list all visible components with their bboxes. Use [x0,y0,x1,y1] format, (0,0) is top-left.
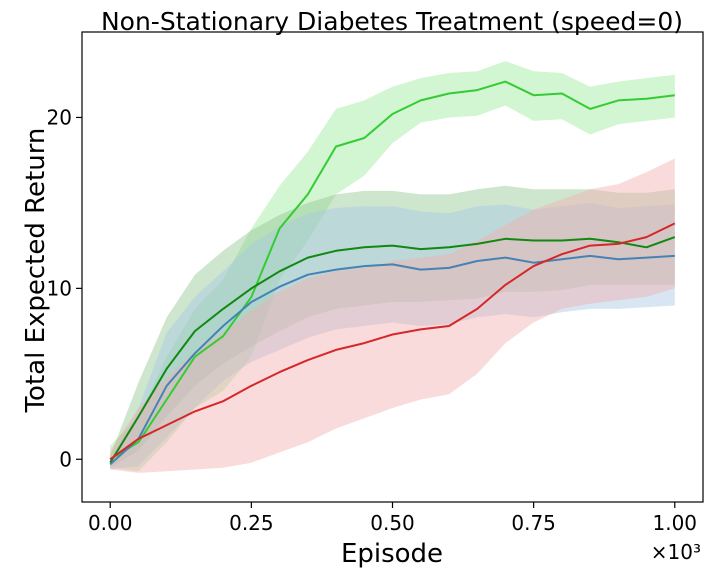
x-axis-scale-label: ×10³ [651,540,701,564]
line-light-green [109,80,675,461]
y-tick-label: 0 [59,447,72,471]
x-tick-label: 0.25 [229,511,274,535]
chart-title: Non-Stationary Diabetes Treatment (speed… [101,7,683,36]
x-axis-ticks: 0.00 0.25 0.50 0.75 1.00 [88,502,697,535]
band-light-green [110,61,675,472]
confidence-bands [110,61,675,473]
band-dark-green [110,185,675,468]
y-axis-label: Total Expected Return [21,128,51,414]
x-tick-label: 0.50 [370,511,415,535]
x-tick-label: 0.00 [88,511,133,535]
series-lines [109,80,676,466]
x-axis-label: Episode [341,539,443,569]
x-tick-label: 0.75 [511,511,556,535]
band-red [110,158,675,473]
y-tick-label: 10 [47,276,72,300]
line-blue [109,254,675,466]
line-red [109,222,676,461]
line-dark-green [109,236,676,464]
y-tick-label: 20 [47,105,72,129]
x-tick-label: 1.00 [653,511,698,535]
y-axis-ticks: 0 10 20 [47,105,82,471]
band-blue [110,202,675,470]
